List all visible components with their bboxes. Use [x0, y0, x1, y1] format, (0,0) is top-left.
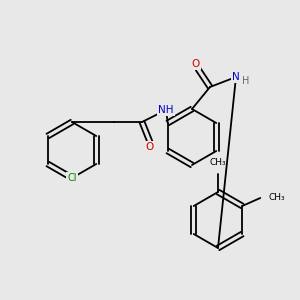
Text: O: O — [146, 142, 154, 152]
Text: N: N — [232, 72, 240, 82]
Text: NH: NH — [158, 105, 174, 115]
Text: H: H — [242, 76, 250, 86]
Text: CH₃: CH₃ — [268, 194, 285, 202]
Text: Cl: Cl — [67, 173, 77, 183]
Text: CH₃: CH₃ — [210, 158, 226, 167]
Text: O: O — [192, 59, 200, 69]
